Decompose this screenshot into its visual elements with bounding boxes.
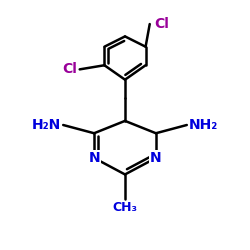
Text: CH₃: CH₃ — [112, 201, 138, 214]
Text: Cl: Cl — [63, 62, 78, 76]
Text: N: N — [88, 151, 100, 165]
Text: N: N — [150, 151, 162, 165]
Text: H₂N: H₂N — [32, 118, 61, 132]
Text: Cl: Cl — [154, 17, 169, 31]
Text: NH₂: NH₂ — [189, 118, 218, 132]
